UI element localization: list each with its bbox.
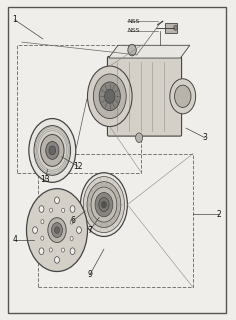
Text: 6: 6 [71,216,76,225]
Circle shape [49,146,56,155]
Circle shape [50,208,53,212]
Circle shape [39,206,44,212]
Circle shape [33,227,38,233]
Circle shape [87,182,121,228]
Text: 7: 7 [87,226,92,235]
Circle shape [174,25,177,30]
Circle shape [136,133,143,142]
Circle shape [55,197,59,204]
Circle shape [41,134,64,166]
Text: 13: 13 [40,175,50,184]
Text: 2: 2 [216,210,221,219]
Text: 4: 4 [12,235,17,244]
Circle shape [39,248,44,254]
Circle shape [34,125,71,175]
Circle shape [51,223,63,237]
Circle shape [49,248,52,252]
Circle shape [41,220,44,224]
Polygon shape [109,45,190,58]
Text: NSS: NSS [127,28,140,34]
Circle shape [46,141,59,159]
Circle shape [26,189,88,271]
Circle shape [99,197,109,212]
Circle shape [99,82,120,111]
Circle shape [101,201,106,208]
Circle shape [91,187,117,222]
Text: 1: 1 [13,15,17,24]
Circle shape [175,85,191,108]
Circle shape [70,236,73,241]
Circle shape [170,79,196,114]
Circle shape [70,220,73,224]
Text: 12: 12 [73,162,83,171]
Circle shape [105,89,115,103]
Circle shape [83,177,125,233]
Bar [38,154,193,287]
Circle shape [70,206,75,212]
Bar [17,45,141,173]
Bar [165,23,177,33]
Circle shape [41,236,44,240]
Circle shape [88,66,132,126]
Circle shape [70,248,75,254]
Circle shape [29,119,76,182]
Circle shape [80,173,127,236]
Circle shape [95,193,113,217]
Text: NSS: NSS [127,19,140,24]
Circle shape [55,227,59,233]
Circle shape [48,218,66,243]
Circle shape [61,248,64,252]
Circle shape [76,227,81,233]
Circle shape [55,257,59,263]
Circle shape [62,208,65,212]
Circle shape [128,44,136,56]
FancyBboxPatch shape [107,56,181,136]
Text: 9: 9 [87,270,92,279]
Text: 3: 3 [202,133,207,142]
Circle shape [93,74,126,119]
